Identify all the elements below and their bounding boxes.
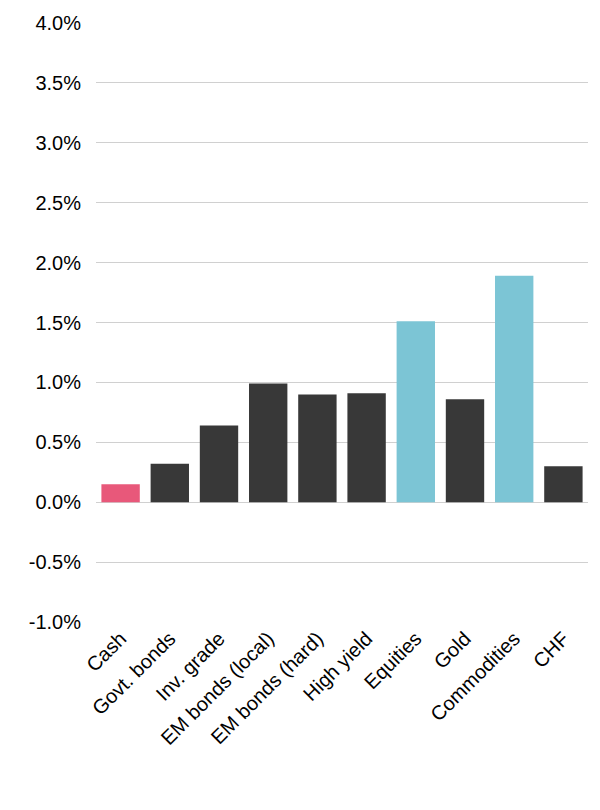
svg-text:Cash: Cash [82, 627, 131, 676]
svg-text:Govt. bonds: Govt. bonds [88, 627, 180, 719]
svg-text:Inv. grade: Inv. grade [151, 627, 228, 704]
svg-text:4.0%: 4.0% [35, 12, 81, 34]
svg-text:Equities: Equities [360, 627, 426, 693]
svg-text:3.0%: 3.0% [35, 132, 81, 154]
svg-text:1.5%: 1.5% [35, 312, 81, 334]
svg-text:0.0%: 0.0% [35, 491, 81, 513]
svg-text:Commodities: Commodities [426, 627, 524, 725]
svg-text:0.5%: 0.5% [35, 431, 81, 453]
svg-text:CHF: CHF [529, 627, 574, 672]
svg-text:1.0%: 1.0% [35, 371, 81, 393]
svg-text:3.5%: 3.5% [35, 72, 81, 94]
svg-text:EM bonds (hard): EM bonds (hard) [206, 627, 327, 748]
svg-text:High yield: High yield [299, 627, 377, 705]
svg-text:EM bonds (local): EM bonds (local) [156, 627, 278, 749]
svg-text:-0.5%: -0.5% [29, 551, 81, 573]
svg-text:-1.0%: -1.0% [29, 611, 81, 633]
svg-text:Gold: Gold [429, 627, 474, 672]
svg-text:2.0%: 2.0% [35, 252, 81, 274]
svg-text:2.5%: 2.5% [35, 192, 81, 214]
